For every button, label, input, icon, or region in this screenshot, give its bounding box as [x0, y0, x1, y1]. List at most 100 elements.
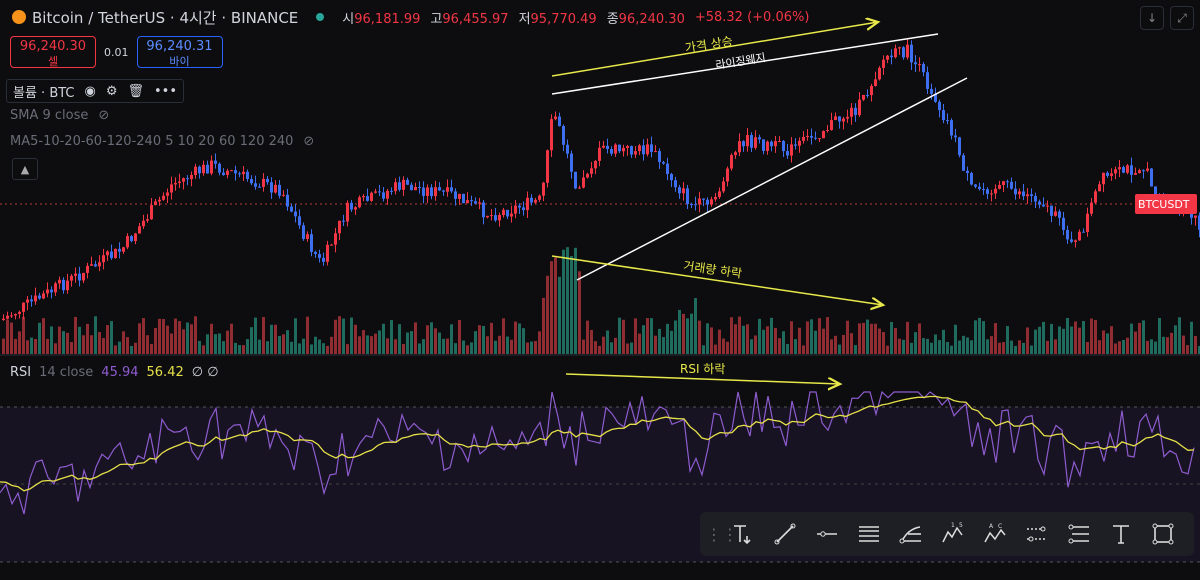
volume-bar	[494, 340, 497, 354]
candle-body	[882, 59, 885, 68]
volume-bar	[630, 342, 633, 354]
trash-icon[interactable]: 🗑	[127, 83, 145, 99]
ma-legend[interactable]: MA5-10-20-60-120-240 5 10 20 60 120 240 …	[10, 134, 314, 149]
volume-bar	[254, 317, 257, 354]
volume-bar	[378, 330, 381, 354]
rsi-legend[interactable]: RSI 14 close 45.94 56.42 ∅ ∅	[10, 365, 219, 380]
candle-body	[686, 188, 689, 205]
trend-line-icon[interactable]	[766, 517, 804, 551]
candle-body	[554, 116, 557, 120]
candle-body	[18, 311, 21, 315]
volume-bar	[1098, 340, 1101, 354]
volume-bar	[658, 328, 661, 354]
volume-bar	[1094, 320, 1097, 354]
candle-body	[522, 207, 525, 211]
drag-handle-icon[interactable]: ⋮⋮	[706, 524, 738, 544]
candle-body	[74, 273, 77, 276]
candle-body	[822, 130, 825, 139]
candle-body	[746, 135, 749, 147]
candle-body	[466, 200, 469, 204]
volume-indicator-legend[interactable]: 볼륨 · BTC ◉ ⚙ 🗑 •••	[6, 79, 185, 103]
candle-body	[458, 193, 461, 199]
candle-body	[86, 265, 89, 273]
candle-body	[690, 204, 693, 206]
volume-bar	[1006, 326, 1009, 354]
sma-legend[interactable]: SMA 9 close ⊘	[10, 108, 109, 123]
candle-body	[1082, 231, 1085, 233]
candle-body	[1078, 231, 1081, 241]
price-range-icon[interactable]	[1060, 517, 1098, 551]
volume-bar	[2, 338, 5, 354]
candle-body	[1070, 239, 1073, 242]
volume-bar	[1158, 318, 1161, 354]
volume-bar	[326, 345, 329, 354]
volume-bar	[894, 328, 897, 354]
sell-button[interactable]: 96,240.30 셀	[10, 36, 96, 68]
volume-bar	[482, 326, 485, 354]
candle-body	[6, 315, 9, 319]
volume-bar	[382, 323, 385, 354]
candle-body	[514, 205, 517, 214]
volume-bar	[474, 331, 477, 354]
rectangle-icon[interactable]	[1144, 517, 1182, 551]
text-anchor-icon[interactable]	[724, 517, 762, 551]
candle-body	[1142, 170, 1145, 172]
ohlc-close: 종96,240.30	[606, 11, 685, 27]
candle-body	[386, 190, 389, 199]
volume-bar	[66, 332, 69, 354]
candle-body	[730, 155, 733, 169]
candle-body	[906, 44, 909, 58]
volume-bar	[950, 345, 953, 354]
candle-body	[30, 299, 33, 302]
eye-icon[interactable]: ◉	[84, 83, 96, 99]
volume-bar	[754, 335, 757, 354]
volume-bar	[170, 333, 173, 354]
volume-bar	[650, 318, 653, 354]
volume-bar	[530, 341, 533, 354]
fib-icon[interactable]	[892, 517, 930, 551]
candle-body	[982, 189, 985, 191]
candle-body	[674, 180, 677, 188]
candle-body	[498, 215, 501, 221]
buy-button[interactable]: 96,240.31 바이	[136, 36, 223, 68]
volume-bar	[606, 330, 609, 354]
candle-body	[998, 184, 1001, 189]
volume-bar	[330, 336, 333, 354]
candle-body	[26, 299, 29, 303]
text-icon[interactable]	[1102, 517, 1140, 551]
candle-body	[962, 155, 965, 171]
eye-hidden-icon[interactable]: ⊘	[98, 108, 110, 123]
volume-bar	[266, 341, 269, 354]
horizontal-ray-icon[interactable]	[808, 517, 846, 551]
candle-body	[158, 199, 161, 202]
settings-icon[interactable]: ⚙	[105, 83, 118, 99]
symbol-title[interactable]: Bitcoin / TetherUS · 4시간 · BINANCE	[32, 8, 299, 27]
volume-bar	[570, 256, 573, 354]
volume-bar	[854, 345, 857, 354]
candle-body	[986, 189, 989, 194]
candle-body	[482, 202, 485, 218]
volume-bar	[1130, 323, 1133, 354]
eye-hidden-icon[interactable]: ⊘	[303, 134, 315, 149]
arrow-down-icon[interactable]: ↓	[1140, 6, 1164, 30]
volume-bar	[386, 338, 389, 354]
more-icon[interactable]: •••	[154, 83, 178, 99]
date-range-icon[interactable]	[1018, 517, 1056, 551]
volume-bar	[610, 342, 613, 354]
candle-body	[1010, 181, 1013, 189]
expand-icon[interactable]: ⤢	[1170, 6, 1194, 30]
collapse-legend-button[interactable]: ▲	[12, 158, 38, 180]
volume-bar	[178, 321, 181, 354]
volume-bar	[118, 341, 121, 354]
volume-bar	[586, 320, 589, 354]
candle-body	[754, 137, 757, 148]
parallel-channel-icon[interactable]	[850, 517, 888, 551]
candle-body	[1122, 167, 1125, 173]
volume-bar	[1022, 342, 1025, 354]
volume-bar	[222, 341, 225, 354]
volume-label: 볼륨 · BTC	[13, 85, 75, 101]
volume-bar	[526, 342, 529, 354]
